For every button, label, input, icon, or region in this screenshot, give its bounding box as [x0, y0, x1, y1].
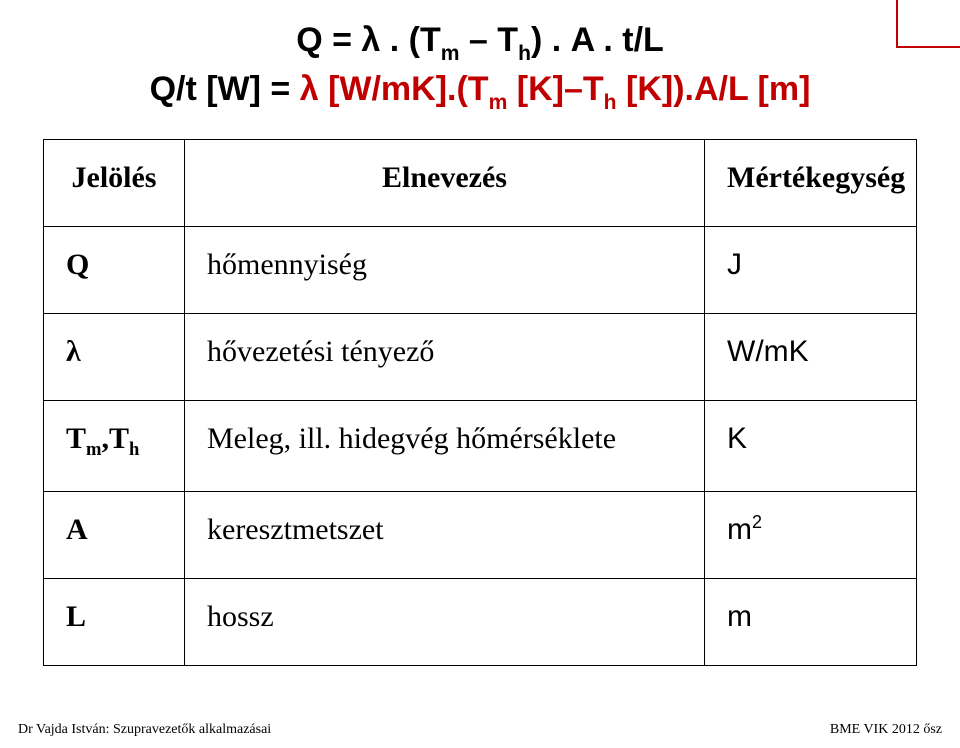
table-row: Q hőmennyiség J — [44, 226, 916, 313]
corner-accent-box — [896, 0, 960, 48]
cell-name: hőmennyiség — [184, 227, 704, 313]
header-unit: Mértékegység — [704, 140, 916, 226]
cell-unit: m2 — [704, 492, 916, 578]
cell-name: keresztmetszet — [184, 492, 704, 578]
table-row: Tm,Th Meleg, ill. hidegvég hőmérséklete … — [44, 400, 916, 491]
cell-unit: J — [704, 227, 916, 313]
table-row: L hossz m — [44, 578, 916, 665]
table-row: λ hővezetési tényező W/mK — [44, 313, 916, 400]
cell-symbol: λ — [44, 314, 184, 400]
footer: Dr Vajda István: Szupravezetők alkalmazá… — [18, 722, 942, 738]
cell-unit: W/mK — [704, 314, 916, 400]
table-row: A keresztmetszet m2 — [44, 491, 916, 578]
header-symbol: Jelölés — [44, 140, 184, 226]
footer-right: BME VIK 2012 ősz — [830, 722, 942, 738]
formula-line-1: Q = λ . (Tm – Th) . A . t/L — [0, 18, 960, 67]
cell-symbol: A — [44, 492, 184, 578]
definitions-table: Jelölés Elnevezés Mértékegység Q hőmenny… — [43, 139, 917, 666]
formula-line-2: Q/t [W] = λ [W/mK].(Tm [K]–Th [K]).A/L [… — [0, 67, 960, 116]
cell-unit: K — [704, 401, 916, 491]
table-header-row: Jelölés Elnevezés Mértékegység — [44, 140, 916, 226]
cell-unit: m — [704, 579, 916, 665]
footer-left: Dr Vajda István: Szupravezetők alkalmazá… — [18, 722, 271, 738]
cell-symbol: Tm,Th — [44, 401, 184, 491]
page: Q = λ . (Tm – Th) . A . t/L Q/t [W] = λ … — [0, 0, 960, 748]
cell-name: hővezetési tényező — [184, 314, 704, 400]
header-name: Elnevezés — [184, 140, 704, 226]
formula-line-2-red: λ [W/mK].(Tm [K]–Th [K]).A/L [m] — [300, 70, 811, 108]
cell-symbol: L — [44, 579, 184, 665]
cell-name: hossz — [184, 579, 704, 665]
cell-name: Meleg, ill. hidegvég hőmérséklete — [184, 401, 704, 491]
formula-block: Q = λ . (Tm – Th) . A . t/L Q/t [W] = λ … — [0, 0, 960, 117]
formula-line-2-black: Q/t [W] = — [150, 70, 300, 108]
cell-symbol: Q — [44, 227, 184, 313]
